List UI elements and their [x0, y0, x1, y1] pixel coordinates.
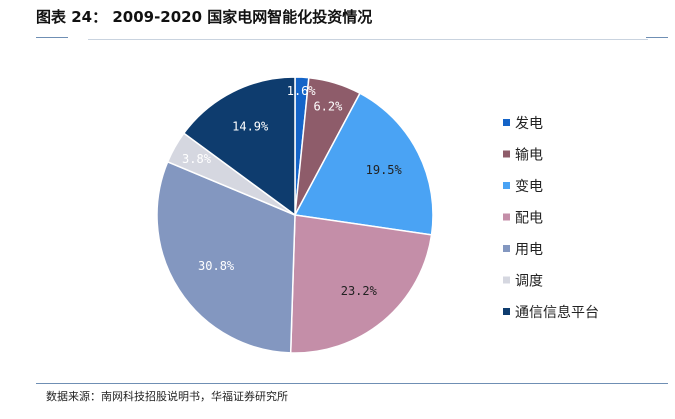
- pie-slice-3: [293, 92, 434, 236]
- legend-label-7: 通信信息平台: [515, 304, 599, 321]
- slice-label-3: 19.5%: [366, 163, 403, 177]
- legend-label-3: 变电: [515, 179, 543, 195]
- pie-slice-4: [289, 214, 433, 354]
- slice-label-7: 14.9%: [232, 119, 269, 133]
- slice-labels: 1.6% 6.2% 19.5% 23.2% 30.8% 3.8% 14.9%: [182, 84, 402, 298]
- header-rule: [88, 39, 648, 40]
- slice-label-4: 23.2%: [341, 284, 378, 298]
- legend-label-6: 调度: [515, 274, 543, 290]
- pie-slices: [156, 76, 434, 354]
- slice-label-5: 30.8%: [198, 259, 235, 273]
- legend-swatch-3: [503, 182, 510, 189]
- figure-title: 图表 24： 2009-2020 国家电网智能化投资情况: [36, 8, 373, 26]
- legend-swatch-7: [503, 308, 510, 315]
- source-note: 数据来源：南网科技招股说明书，华福证券研究所: [46, 390, 288, 403]
- legend-swatch-1: [503, 119, 510, 126]
- legend-label-1: 发电: [515, 116, 543, 132]
- slice-label-2: 6.2%: [313, 100, 343, 114]
- legend-label-2: 输电: [515, 148, 543, 164]
- header-rule-right: [646, 37, 668, 38]
- header-rule-left: [36, 37, 68, 38]
- footer-rule: [36, 383, 668, 384]
- slice-label-1: 1.6%: [287, 84, 317, 98]
- legend-label-5: 用电: [515, 242, 543, 258]
- legend-swatch-2: [503, 150, 510, 158]
- slice-label-6: 3.8%: [182, 152, 212, 166]
- pie-slice-7: [182, 76, 296, 217]
- legend-swatch-6: [503, 276, 510, 284]
- pie-slice-5: [156, 160, 296, 354]
- legend-label-4: 配电: [515, 211, 543, 227]
- legend-swatch-4: [503, 213, 510, 221]
- legend-swatch-5: [503, 245, 510, 252]
